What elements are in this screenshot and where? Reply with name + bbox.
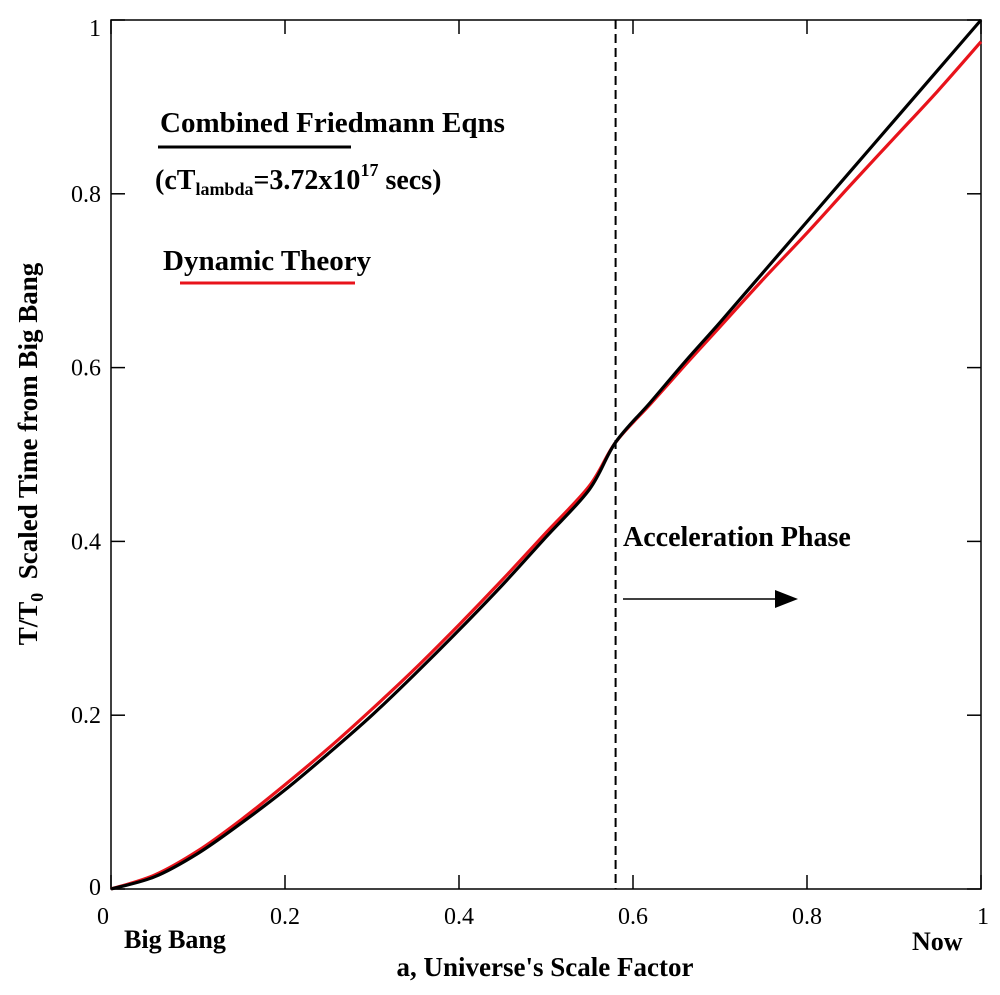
series-line-combined-friedmann-eqns — [110, 18, 983, 891]
y-tick-label: 0 — [89, 875, 101, 901]
x-tick-label: 0.8 — [792, 904, 822, 930]
acceleration-phase-label: Acceleration Phase — [623, 522, 851, 553]
plot-frame — [110, 19, 982, 890]
big-bang-label: Big Bang — [124, 925, 226, 954]
legend-friedmann-note: (cTlambda=3.72x1017 secs) — [155, 160, 441, 199]
now-label: Now — [912, 927, 963, 956]
x-tick-label: 0.6 — [618, 904, 648, 930]
x-axis-label: a, Universe's Scale Factor — [397, 952, 694, 982]
legend-dynamic-label: Dynamic Theory — [163, 245, 372, 277]
x-tick-label: 1 — [977, 904, 989, 930]
x-tick-label: 0.4 — [444, 904, 474, 930]
axis-ticks: 0 0.2 0.4 0.6 0.8 1 0 0.2 0.4 0.6 0.8 1 — [71, 16, 989, 930]
y-tick-label: 1 — [89, 16, 101, 42]
y-axis-label: T/T0 Scaled Time from Big Bang — [13, 262, 47, 645]
series-group — [110, 18, 983, 891]
y-tick-label: 0.6 — [71, 356, 101, 382]
legend-friedmann-label: Combined Friedmann Eqns — [160, 107, 505, 139]
acceleration-arrow-head — [775, 590, 798, 608]
y-tick-label: 0.2 — [71, 703, 101, 729]
y-tick-label: 0.8 — [71, 182, 101, 208]
x-tick-label: 0 — [97, 904, 109, 930]
series-line-dynamic-theory — [110, 40, 983, 891]
x-tick-label: 0.2 — [270, 904, 300, 930]
y-tick-label: 0.4 — [71, 529, 101, 555]
